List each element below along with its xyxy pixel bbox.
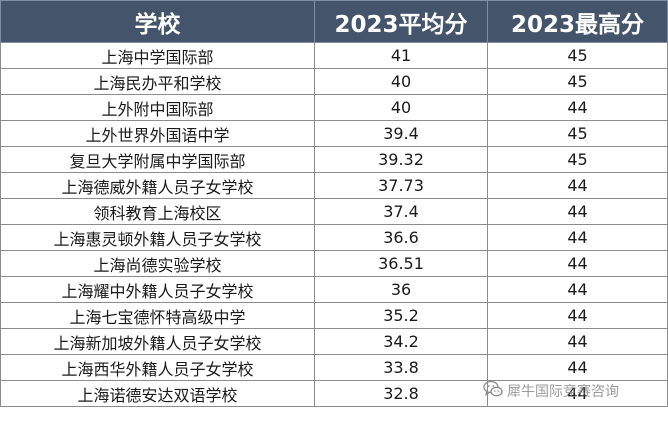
avg-score-cell: 40 (314, 94, 488, 121)
header-school: 学校 (0, 0, 315, 43)
school-cell: 上外附中国际部 (0, 94, 315, 121)
table-row: 上外附中国际部 40 44 (0, 94, 668, 121)
max-score-cell: 44 (487, 380, 668, 407)
table-row: 上海诺德安达双语学校 32.8 44 (0, 380, 668, 407)
max-score-cell: 44 (487, 250, 668, 277)
max-score-cell: 44 (487, 198, 668, 225)
watermark: 犀牛国际竞赛咨询 (483, 380, 619, 402)
table-row: 上海新加坡外籍人员子女学校 34.2 44 (0, 328, 668, 355)
avg-score-cell: 39.4 (314, 120, 488, 147)
max-score-cell: 45 (487, 42, 668, 69)
max-score-cell: 44 (487, 328, 668, 355)
max-score-cell: 44 (487, 94, 668, 121)
avg-score-cell: 33.8 (314, 354, 488, 381)
max-score-cell: 44 (487, 354, 668, 381)
avg-score-cell: 36.6 (314, 224, 488, 251)
max-score-cell: 45 (487, 68, 668, 95)
avg-score-cell: 40 (314, 68, 488, 95)
avg-score-cell: 36 (314, 276, 488, 303)
school-cell: 上海西华外籍人员子女学校 (0, 354, 315, 381)
header-avg-score: 2023平均分 (314, 0, 488, 43)
school-cell: 上海德威外籍人员子女学校 (0, 172, 315, 199)
avg-score-cell: 35.2 (314, 302, 488, 329)
table-row: 上海西华外籍人员子女学校 33.8 44 (0, 354, 668, 381)
avg-score-cell: 32.8 (314, 380, 488, 407)
school-cell: 上海诺德安达双语学校 (0, 380, 315, 407)
table-row: 上海惠灵顿外籍人员子女学校 36.6 44 (0, 224, 668, 251)
scores-table: 学校 2023平均分 2023最高分 上海中学国际部 41 45 上海民办平和学… (0, 0, 668, 407)
avg-score-cell: 37.73 (314, 172, 488, 199)
school-cell: 上海七宝德怀特高级中学 (0, 302, 315, 329)
max-score-cell: 45 (487, 146, 668, 173)
table-row: 上海中学国际部 41 45 (0, 42, 668, 69)
max-score-cell: 44 (487, 172, 668, 199)
table-row: 上海耀中外籍人员子女学校 36 44 (0, 276, 668, 303)
header-row: 学校 2023平均分 2023最高分 (0, 0, 668, 43)
avg-score-cell: 36.51 (314, 250, 488, 277)
table-row: 上海七宝德怀特高级中学 35.2 44 (0, 302, 668, 329)
table-row: 复旦大学附属中学国际部 39.32 45 (0, 146, 668, 173)
table-row: 领科教育上海校区 37.4 44 (0, 198, 668, 225)
school-cell: 上海尚德实验学校 (0, 250, 315, 277)
table-row: 上海德威外籍人员子女学校 37.73 44 (0, 172, 668, 199)
school-cell: 复旦大学附属中学国际部 (0, 146, 315, 173)
avg-score-cell: 41 (314, 42, 488, 69)
max-score-cell: 44 (487, 302, 668, 329)
max-score-cell: 45 (487, 120, 668, 147)
watermark-text: 犀牛国际竞赛咨询 (507, 384, 619, 400)
school-cell: 上海中学国际部 (0, 42, 315, 69)
table-row: 上海尚德实验学校 36.51 44 (0, 250, 668, 277)
max-score-cell: 44 (487, 224, 668, 251)
max-score-cell: 44 (487, 276, 668, 303)
avg-score-cell: 34.2 (314, 328, 488, 355)
avg-score-cell: 37.4 (314, 198, 488, 225)
school-cell: 上海耀中外籍人员子女学校 (0, 276, 315, 303)
school-cell: 上海惠灵顿外籍人员子女学校 (0, 224, 315, 251)
school-cell: 上海民办平和学校 (0, 68, 315, 95)
school-cell: 上外世界外国语中学 (0, 120, 315, 147)
wechat-icon (483, 380, 503, 402)
table-row: 上海民办平和学校 40 45 (0, 68, 668, 95)
avg-score-cell: 39.32 (314, 146, 488, 173)
school-cell: 上海新加坡外籍人员子女学校 (0, 328, 315, 355)
school-cell: 领科教育上海校区 (0, 198, 315, 225)
table-row: 上外世界外国语中学 39.4 45 (0, 120, 668, 147)
header-max-score: 2023最高分 (487, 0, 668, 43)
